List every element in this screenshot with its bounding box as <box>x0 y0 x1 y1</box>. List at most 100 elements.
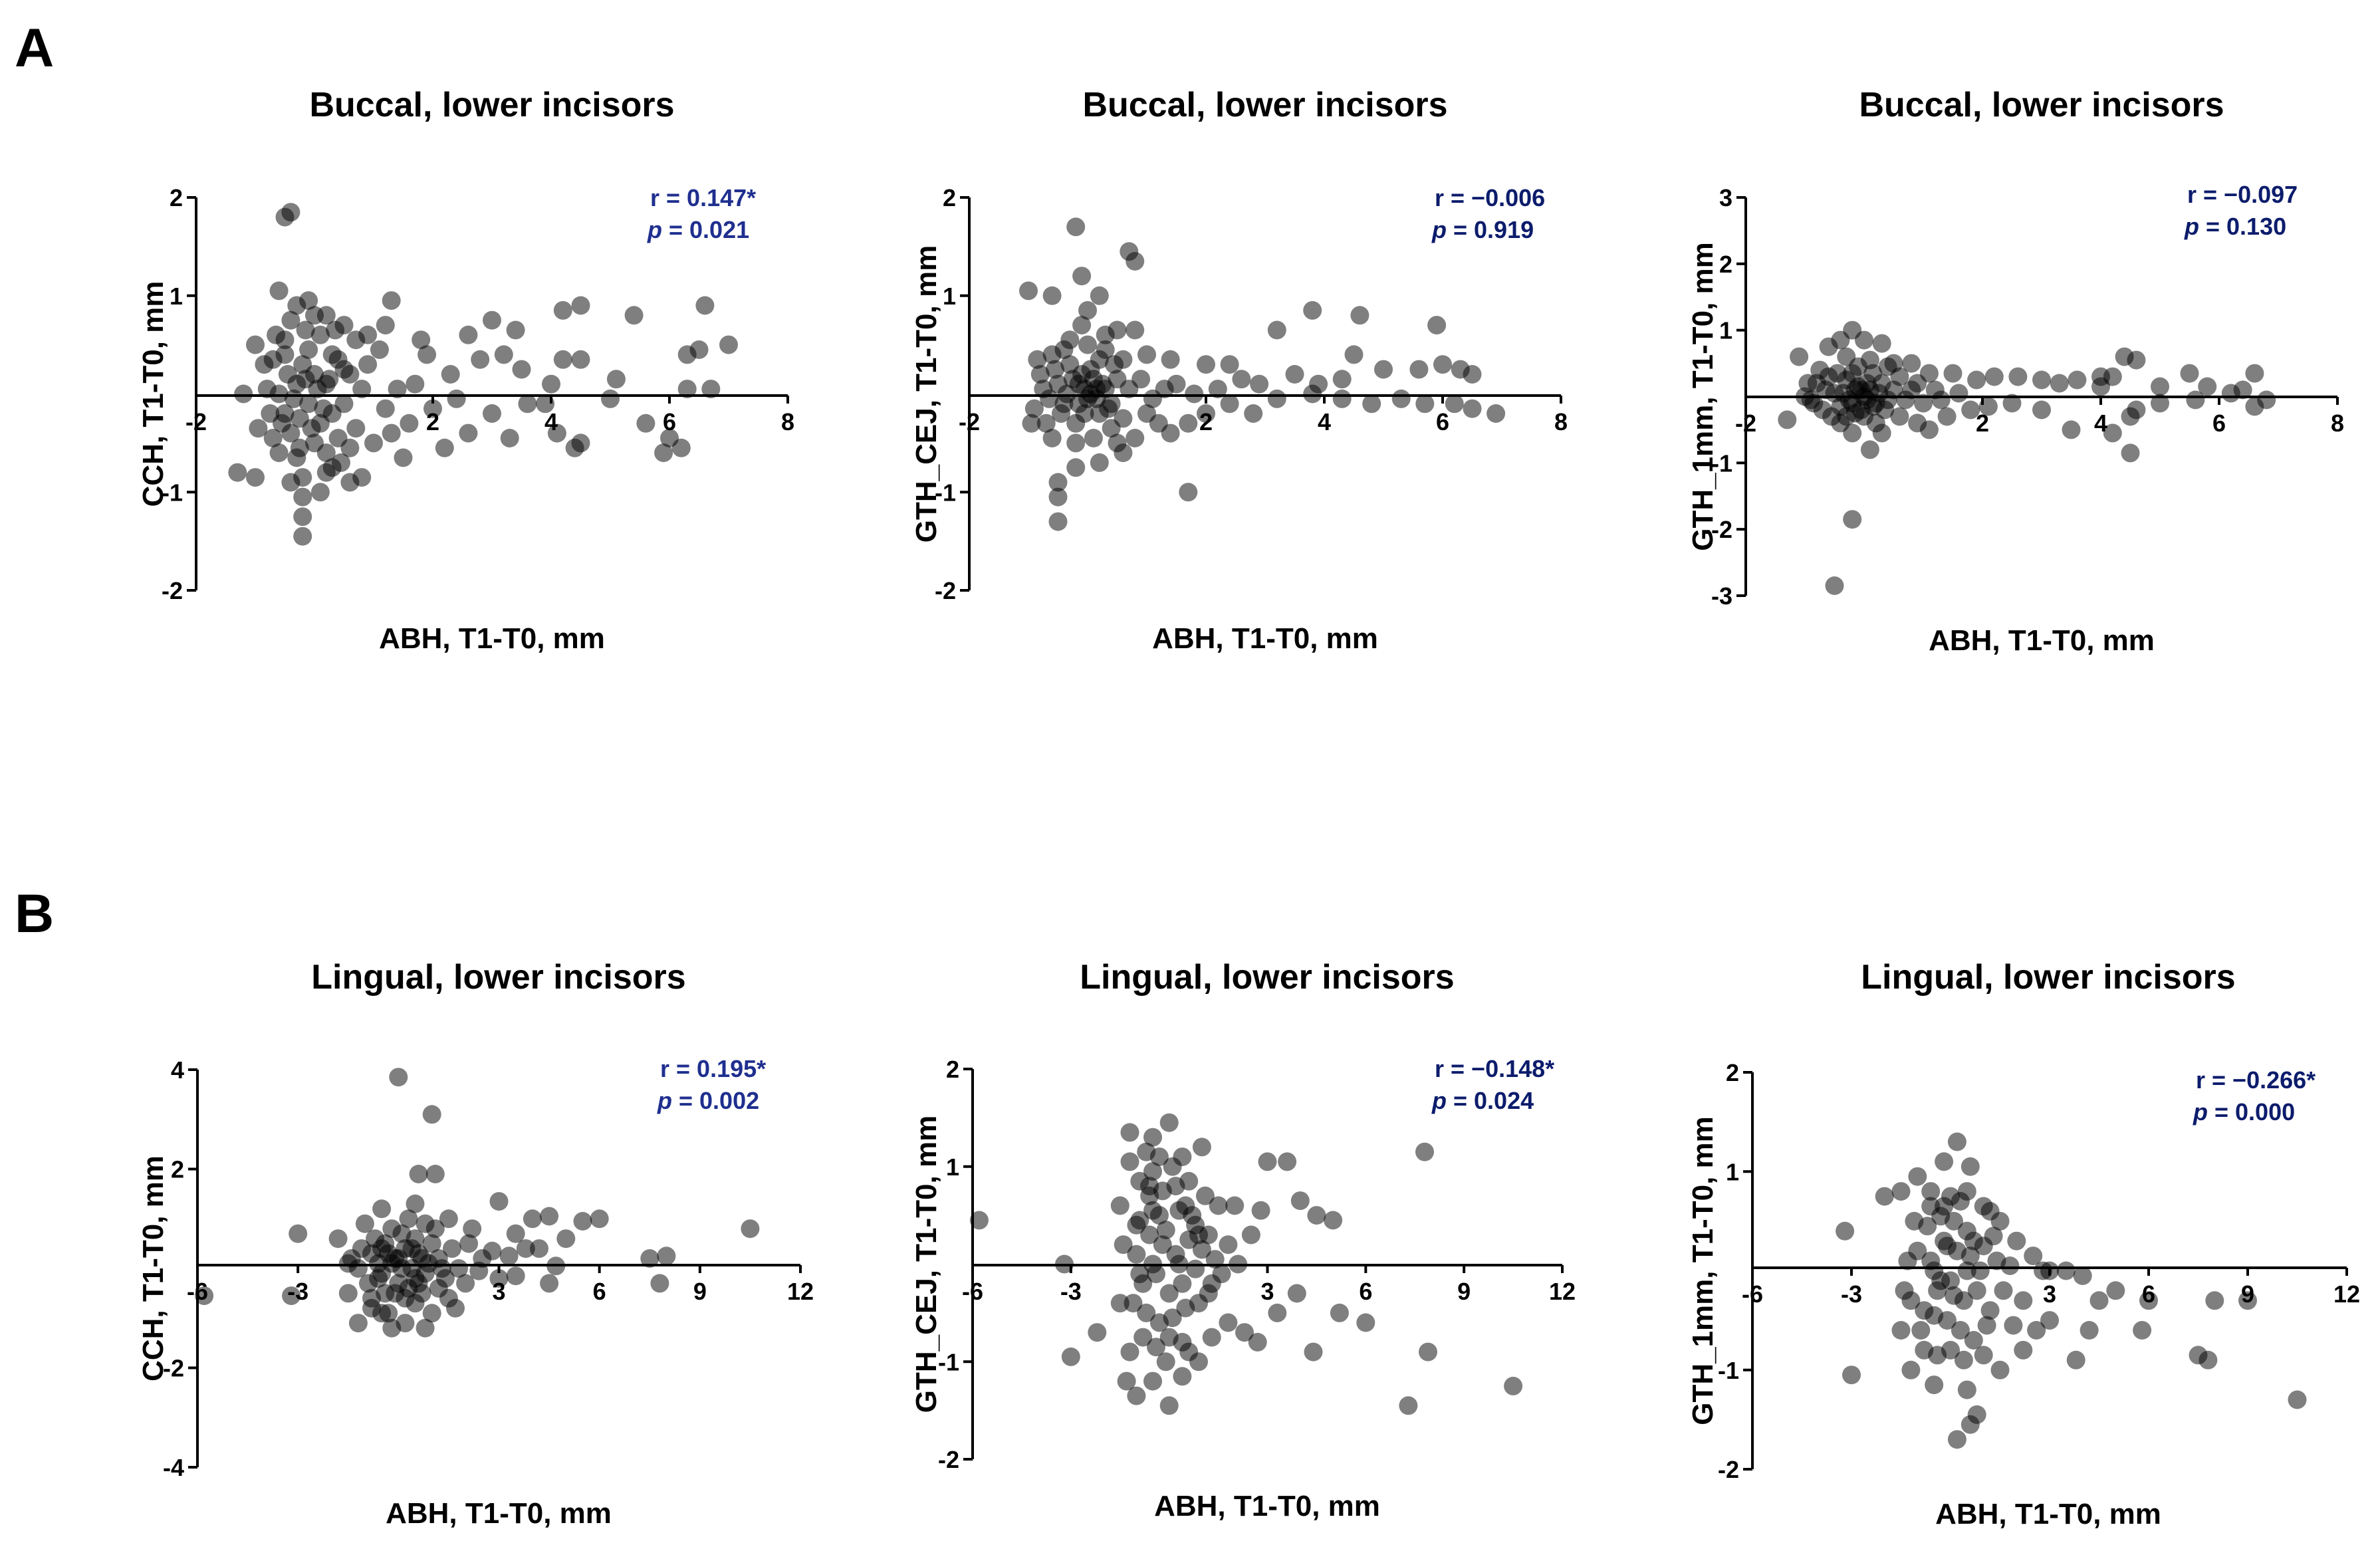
x-axis-label: ABH, T1-T0, mm <box>379 622 605 655</box>
data-point <box>1921 1182 1941 1201</box>
data-point <box>1232 370 1251 389</box>
data-point <box>494 345 513 364</box>
data-point <box>1250 374 1269 394</box>
data-point <box>382 291 401 310</box>
data-point <box>1825 576 1844 595</box>
stat-r-label: r <box>650 184 659 211</box>
data-point <box>302 419 321 438</box>
data-point <box>352 1239 371 1258</box>
y-tick-label: 2 <box>1726 1059 1739 1086</box>
data-point <box>1179 1171 1199 1191</box>
data-point <box>412 330 431 350</box>
data-point <box>2040 1311 2059 1330</box>
data-point <box>1156 1352 1175 1371</box>
data-point <box>540 1274 559 1293</box>
data-point <box>2198 377 2217 396</box>
data-point <box>1415 394 1435 414</box>
data-point <box>314 399 333 418</box>
data-point <box>1994 1281 2013 1300</box>
x-tick-label: 9 <box>1457 1278 1471 1305</box>
y-tick-label: -2 <box>163 1355 184 1382</box>
x-tick-label: 3 <box>1260 1278 1274 1305</box>
data-point <box>1463 399 1482 418</box>
x-tick-label: -3 <box>287 1278 308 1305</box>
data-point <box>1415 1142 1434 1161</box>
data-point <box>2127 350 2146 370</box>
data-point <box>1075 404 1094 423</box>
data-point <box>1220 394 1239 414</box>
y-axis-label: CCH, T1-T0, mm <box>137 1155 170 1381</box>
stat-r: r = −0.097 <box>2187 181 2298 208</box>
data-point <box>1945 1211 1963 1231</box>
data-point <box>1857 390 1877 410</box>
data-point <box>1061 1347 1080 1366</box>
data-point <box>1127 1245 1146 1264</box>
data-point <box>406 1194 425 1213</box>
x-tick-label: 6 <box>2212 410 2226 437</box>
data-point <box>372 1239 392 1258</box>
y-tick-label: 4 <box>171 1056 184 1084</box>
x-tick-label: 6 <box>2142 1280 2155 1308</box>
data-point <box>1048 512 1068 531</box>
data-point <box>1427 316 1447 335</box>
y-axis-label: GTH_1mm, T1-T0, mm <box>1687 1116 1719 1425</box>
data-point <box>1951 1321 1970 1340</box>
data-point <box>2238 1291 2257 1310</box>
y-tick-label: -2 <box>1711 516 1732 543</box>
data-point <box>305 306 324 325</box>
data-point <box>1126 252 1145 271</box>
data-point <box>2091 377 2110 396</box>
data-point <box>2133 1321 2152 1340</box>
data-point <box>310 325 330 344</box>
data-point <box>1072 267 1092 286</box>
chart-lingual-cch: -6 -3 3 6 9 12 4 2 -2 -4 Lingual, lower incisors AB… <box>137 958 814 1530</box>
data-point <box>1088 1323 1107 1342</box>
data-point <box>289 1224 308 1243</box>
data-point <box>2024 1247 2043 1266</box>
data-point <box>396 1288 415 1308</box>
data-point <box>1220 355 1239 374</box>
x-axis-label: ABH, T1-T0, mm <box>1154 1490 1380 1522</box>
data-point <box>1258 1152 1277 1171</box>
data-point <box>1931 390 1951 410</box>
data-point <box>1938 1311 1957 1330</box>
x-tick-label: 6 <box>1436 408 1449 435</box>
x-tick-label: 4 <box>1318 408 1331 435</box>
data-point <box>1419 1342 1437 1362</box>
stat-r: r = 0.147* <box>650 184 756 211</box>
data-point <box>624 306 644 325</box>
data-point <box>1185 384 1204 404</box>
data-point <box>1137 345 1156 364</box>
data-point <box>1248 1332 1267 1352</box>
data-point <box>1143 1128 1162 1147</box>
data-point <box>400 414 419 433</box>
data-point <box>1087 380 1106 399</box>
chart-lingual-gth-1mm: -6 -3 3 6 9 12 2 1 -1 -2 Lingual, lower incisors AB… <box>1687 958 2360 1530</box>
data-point <box>489 1192 509 1211</box>
data-point <box>1120 1342 1139 1362</box>
data-point <box>1937 407 1957 426</box>
x-tick-label: 6 <box>663 408 676 435</box>
stat-p: p = 0.021 <box>647 216 749 243</box>
y-tick-label: 2 <box>1719 251 1732 278</box>
data-point <box>969 1211 989 1230</box>
data-point <box>447 389 466 408</box>
y-tick-label: -2 <box>162 577 183 604</box>
data-point <box>246 335 265 354</box>
data-point <box>459 423 478 443</box>
data-point <box>1143 1371 1162 1391</box>
data-point <box>1984 367 2004 386</box>
data-point <box>590 1209 609 1229</box>
x-tick-label: 2 <box>1976 410 1989 437</box>
data-point <box>281 310 300 330</box>
data-point <box>379 1304 398 1323</box>
data-point <box>2062 420 2081 439</box>
data-point <box>1069 374 1088 394</box>
panel-letter-b: B <box>15 884 54 944</box>
data-point <box>571 433 590 453</box>
data-point <box>359 1274 378 1293</box>
data-point <box>1332 370 1352 389</box>
data-point <box>1980 1202 2000 1221</box>
data-point <box>1173 1274 1192 1293</box>
data-point <box>1504 1376 1523 1395</box>
